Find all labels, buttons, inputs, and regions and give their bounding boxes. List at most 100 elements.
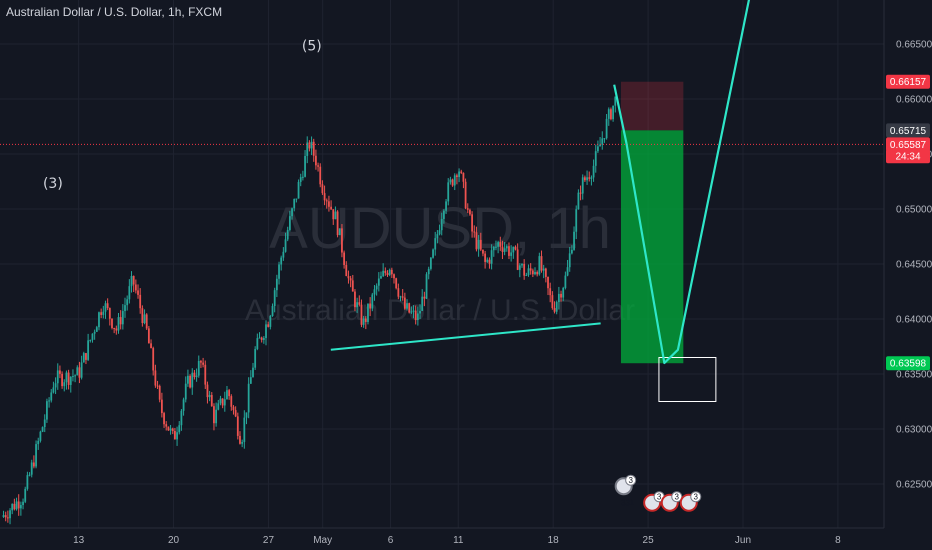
candle-body	[217, 403, 220, 410]
candle-body	[351, 280, 354, 292]
candle-body	[386, 272, 389, 276]
time-axis-bg	[0, 528, 932, 550]
candle-body	[408, 303, 411, 313]
candle-body	[223, 399, 226, 406]
candle-body	[85, 353, 87, 360]
x-tick-label: 25	[643, 535, 655, 546]
candle-body	[429, 257, 432, 269]
candle-body	[469, 209, 471, 215]
candle-body	[130, 276, 133, 287]
candle-body	[169, 428, 172, 431]
candle-body	[234, 410, 237, 417]
candle-body	[458, 171, 460, 178]
candle-body	[549, 288, 552, 296]
x-tick-label: 20	[168, 535, 180, 546]
x-tick-label: 6	[388, 535, 394, 546]
candle-body	[388, 269, 391, 276]
price-tag-label: 0.65587	[890, 140, 927, 151]
candle-body	[65, 372, 68, 383]
candle-body	[226, 390, 228, 400]
x-tick-label: 11	[453, 535, 464, 546]
candle-body	[119, 317, 122, 325]
candle-body	[401, 296, 404, 298]
candle-body	[269, 316, 272, 327]
candle-body	[187, 375, 189, 384]
candle-body	[61, 373, 63, 387]
candle-body	[473, 231, 476, 233]
candle-body	[152, 348, 155, 371]
candle-body	[579, 192, 582, 194]
candle-body	[72, 376, 74, 378]
candle-body	[614, 96, 617, 106]
candle-body	[484, 253, 487, 262]
x-tick-label: 27	[263, 535, 275, 546]
candle-body	[375, 285, 378, 290]
event-markers[interactable]: 3 3 3 3 331	[614, 474, 702, 512]
candle-body	[150, 343, 152, 349]
price-axis[interactable]: 0.665000.660000.655000.650000.645000.640…	[883, 0, 932, 528]
candle-body	[163, 413, 165, 425]
candle-body	[393, 274, 395, 279]
candle-body	[570, 249, 573, 254]
candle-body	[410, 311, 413, 313]
candle-body	[52, 387, 55, 393]
candle-body	[80, 362, 83, 378]
candle-body	[204, 364, 207, 385]
candle-body	[2, 515, 5, 517]
time-axis[interactable]: 13 20 27 May 6 11 18 25 Jun 8	[0, 527, 932, 550]
candle-body	[200, 360, 202, 363]
candle-body	[508, 246, 510, 256]
support-trendline	[330, 322, 601, 351]
candle-body	[490, 250, 493, 264]
candle-body	[336, 211, 339, 236]
candle-body	[592, 165, 595, 178]
wave-label: (3)	[43, 176, 63, 192]
candle-body	[104, 303, 107, 312]
candle-body	[230, 396, 233, 407]
candle-body	[482, 249, 484, 254]
candle-body	[247, 383, 250, 413]
x-tick-label: May	[313, 535, 332, 546]
candle-body	[210, 395, 213, 407]
candle-body	[434, 238, 437, 250]
candle-body	[273, 290, 276, 307]
candle-body	[367, 303, 369, 322]
candle-body	[384, 270, 387, 273]
candle-body	[584, 177, 586, 181]
candle-body	[399, 296, 402, 298]
event-count-badge	[690, 491, 702, 503]
price-tag-last	[886, 137, 930, 152]
y-tick-label: 0.64000	[896, 315, 932, 326]
candle-body	[213, 406, 215, 424]
candle-body	[67, 372, 70, 385]
candle-body	[575, 209, 578, 232]
candle-body	[245, 412, 248, 418]
candle-body	[492, 246, 495, 251]
candle-body	[275, 278, 278, 291]
y-tick-label: 0.66500	[896, 40, 932, 51]
candle-body	[362, 318, 365, 325]
candle-body	[330, 206, 332, 210]
drawings[interactable]	[0, 0, 884, 402]
candle-body	[371, 294, 374, 309]
candle-body	[594, 151, 597, 166]
candle-body	[24, 488, 27, 502]
candle-body	[486, 259, 489, 262]
candle-body	[278, 264, 280, 279]
candle-body	[310, 141, 313, 149]
wave-labels: (3) (5)	[43, 39, 322, 193]
candle-body	[30, 462, 33, 475]
candle-body	[293, 198, 296, 209]
candle-body	[286, 229, 289, 240]
candle-body	[208, 395, 211, 398]
candle-body	[414, 310, 417, 321]
candle-body	[416, 313, 419, 321]
candle-body	[54, 383, 57, 388]
candle-body	[100, 312, 103, 315]
candle-body	[531, 270, 534, 275]
candle-body	[523, 263, 526, 276]
candle-body	[612, 105, 615, 120]
candle-body	[599, 144, 601, 147]
candle-body	[91, 333, 94, 340]
